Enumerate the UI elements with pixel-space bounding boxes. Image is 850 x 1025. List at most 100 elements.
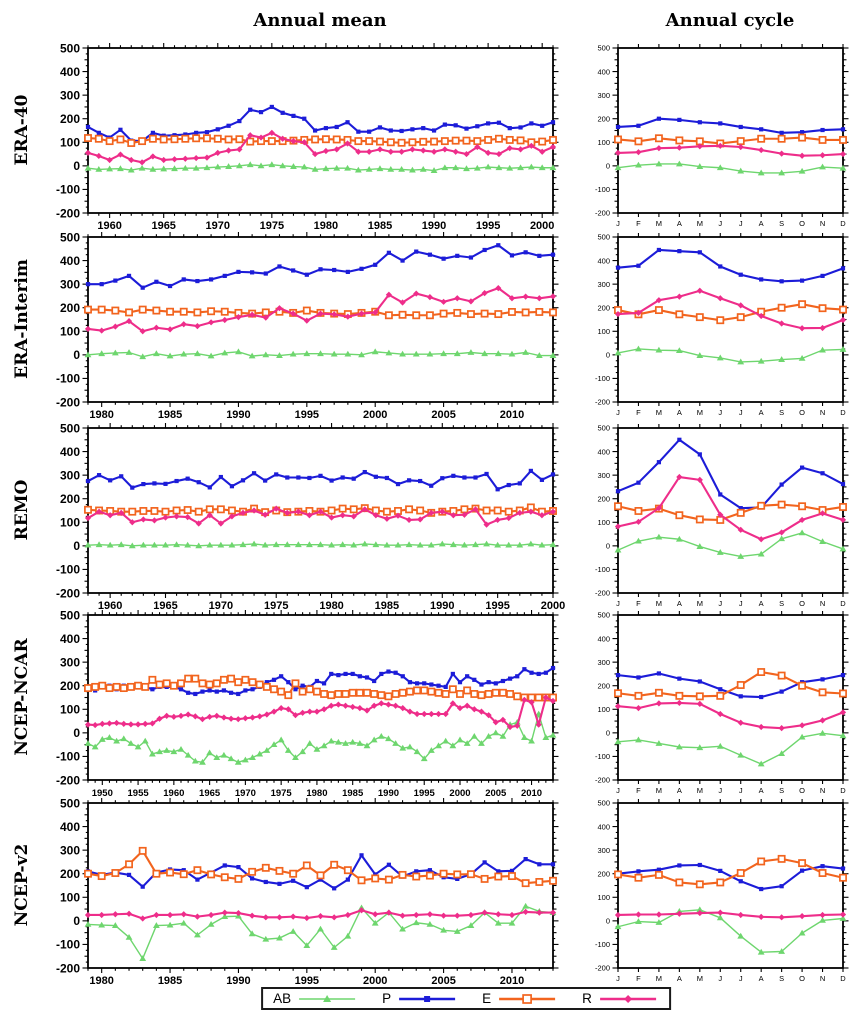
legend-item-r: R — [582, 991, 657, 1006]
row-label-era-interim: ERA-Interim — [12, 259, 32, 379]
svg-text:A: A — [677, 599, 682, 608]
svg-text:M: M — [697, 599, 703, 608]
panel-era-40-annual-mean: -200 -100 0 100 200 300 400 500 1960 1965 1970 1975… — [40, 32, 574, 238]
svg-text:500: 500 — [597, 233, 610, 242]
svg-text:A: A — [677, 408, 682, 417]
svg-text:F: F — [636, 219, 641, 228]
legend-label-e: E — [482, 991, 492, 1006]
svg-text:D: D — [840, 408, 846, 417]
svg-text:200: 200 — [597, 869, 610, 878]
e-series-swatch-icon — [498, 992, 556, 1006]
svg-text:1990: 1990 — [226, 975, 250, 987]
svg-text:J: J — [718, 786, 722, 795]
svg-text:J: J — [718, 219, 722, 228]
svg-text:400: 400 — [597, 822, 610, 831]
svg-text:N: N — [820, 408, 825, 417]
svg-text:S: S — [779, 786, 784, 795]
svg-text:J: J — [718, 599, 722, 608]
svg-text:1995: 1995 — [476, 220, 500, 232]
svg-text:500: 500 — [60, 41, 80, 55]
svg-text:1990: 1990 — [430, 600, 454, 612]
legend: AB P E R — [261, 987, 671, 1010]
svg-text:J: J — [739, 219, 743, 228]
svg-text:2000: 2000 — [363, 975, 387, 987]
panel-era-40-annual-cycle: -200 -100 0 100 200 300 400 500 J F M A M J J A S O N D — [578, 32, 850, 238]
svg-text:A: A — [677, 219, 682, 228]
svg-text:-100: -100 — [56, 372, 80, 386]
svg-text:400: 400 — [60, 65, 80, 79]
svg-text:200: 200 — [597, 494, 610, 503]
svg-text:S: S — [779, 974, 784, 983]
svg-text:-100: -100 — [56, 938, 80, 952]
svg-text:2000: 2000 — [541, 600, 565, 612]
svg-text:200: 200 — [597, 681, 610, 690]
svg-text:200: 200 — [60, 112, 80, 126]
svg-text:0: 0 — [606, 542, 610, 551]
svg-text:100: 100 — [60, 325, 80, 339]
svg-text:J: J — [616, 974, 620, 983]
panel-ncep-ncar-annual-mean: -200 -100 0 100 200 300 400 500 1950 1955 1960 1965… — [40, 599, 574, 805]
svg-text:100: 100 — [60, 516, 80, 530]
svg-text:F: F — [636, 786, 641, 795]
svg-text:100: 100 — [597, 705, 610, 714]
svg-text:1965: 1965 — [199, 788, 221, 799]
svg-text:500: 500 — [597, 799, 610, 808]
legend-label-ab: AB — [273, 991, 292, 1006]
svg-text:500: 500 — [60, 608, 80, 622]
svg-text:300: 300 — [597, 471, 610, 480]
svg-text:1985: 1985 — [158, 975, 182, 987]
svg-text:1980: 1980 — [89, 409, 113, 421]
svg-text:300: 300 — [597, 846, 610, 855]
svg-text:200: 200 — [597, 114, 610, 123]
svg-text:1985: 1985 — [342, 788, 364, 799]
svg-text:400: 400 — [60, 632, 80, 646]
svg-text:200: 200 — [597, 303, 610, 312]
svg-text:300: 300 — [597, 91, 610, 100]
svg-text:-100: -100 — [56, 750, 80, 764]
svg-text:100: 100 — [597, 893, 610, 902]
svg-text:1950: 1950 — [92, 788, 113, 799]
svg-text:500: 500 — [60, 421, 80, 435]
svg-text:500: 500 — [597, 44, 610, 53]
svg-text:-200: -200 — [595, 398, 610, 407]
svg-text:J: J — [718, 974, 722, 983]
svg-text:1980: 1980 — [306, 788, 327, 799]
svg-text:100: 100 — [597, 138, 610, 147]
svg-text:J: J — [739, 786, 743, 795]
svg-text:100: 100 — [60, 891, 80, 905]
svg-text:-100: -100 — [595, 565, 610, 574]
svg-text:-100: -100 — [56, 183, 80, 197]
svg-text:A: A — [759, 408, 764, 417]
panel-ncep-v2-annual-cycle: -200 -100 0 100 200 300 400 500 J F M A M J J A S O N D — [578, 787, 850, 993]
svg-text:1970: 1970 — [235, 788, 256, 799]
svg-text:-200: -200 — [595, 589, 610, 598]
panel-remo-annual-mean: -200 -100 0 100 200 300 400 500 1960 1965 1970 1975… — [40, 412, 574, 618]
svg-text:M: M — [656, 219, 662, 228]
row-label-remo: REMO — [12, 479, 32, 541]
svg-text:O: O — [799, 219, 805, 228]
svg-text:500: 500 — [60, 230, 80, 244]
svg-text:1960: 1960 — [97, 220, 121, 232]
svg-text:N: N — [820, 219, 825, 228]
svg-text:0: 0 — [73, 914, 80, 928]
svg-text:1975: 1975 — [264, 600, 288, 612]
svg-text:1980: 1980 — [89, 975, 113, 987]
svg-text:400: 400 — [597, 634, 610, 643]
svg-text:A: A — [759, 786, 764, 795]
svg-text:1960: 1960 — [98, 600, 122, 612]
svg-text:1985: 1985 — [375, 600, 399, 612]
svg-text:500: 500 — [597, 424, 610, 433]
svg-text:400: 400 — [60, 445, 80, 459]
svg-text:0: 0 — [606, 917, 610, 926]
svg-text:D: D — [840, 974, 846, 983]
svg-text:-100: -100 — [595, 185, 610, 194]
svg-text:F: F — [636, 599, 641, 608]
svg-text:1975: 1975 — [271, 788, 293, 799]
row-label-ncep-v2: NCEP-v2 — [12, 843, 32, 927]
svg-text:M: M — [697, 219, 703, 228]
svg-text:N: N — [820, 974, 825, 983]
svg-text:1980: 1980 — [319, 600, 343, 612]
svg-text:1960: 1960 — [163, 788, 184, 799]
svg-text:M: M — [656, 786, 662, 795]
svg-text:400: 400 — [60, 820, 80, 834]
